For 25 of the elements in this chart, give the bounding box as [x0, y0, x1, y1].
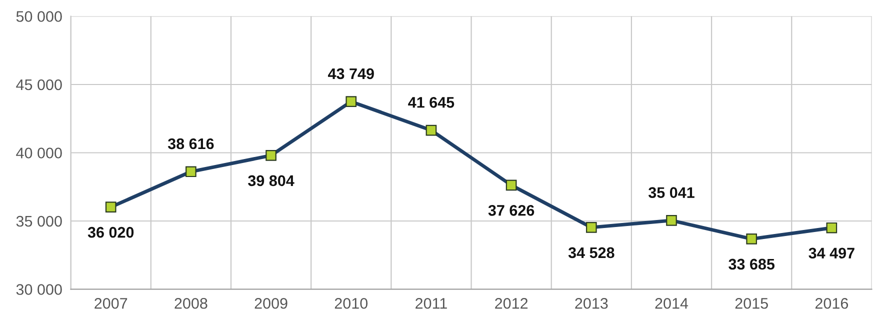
y-tick-label: 45 000: [16, 79, 62, 90]
data-label: 38 616: [168, 138, 214, 150]
y-tick-label: 40 000: [16, 148, 62, 158]
data-label: 37 626: [488, 205, 534, 216]
data-label: 43 749: [328, 68, 374, 80]
x-tick-label: 2012: [495, 298, 528, 309]
x-tick-label: 2011: [416, 298, 447, 309]
y-tick-label: 50 000: [16, 11, 62, 22]
x-tick-label: 2013: [575, 298, 608, 309]
x-tick-label: 2016: [815, 298, 848, 309]
x-tick-label: 2008: [174, 298, 208, 309]
x-tick-label: 2014: [655, 298, 688, 309]
y-tick-label: 30 000: [16, 284, 62, 295]
x-tick-label: 2007: [94, 298, 128, 309]
data-label: 39 804: [248, 175, 294, 186]
y-tick-label: 35 000: [16, 216, 62, 227]
data-label: 35 041: [648, 187, 694, 198]
x-tick-label: 2009: [254, 298, 288, 309]
data-label: 41 645: [408, 97, 454, 108]
data-label: 34 528: [568, 247, 614, 258]
data-label: 36 020: [88, 226, 134, 238]
x-tick-label: 2010: [334, 298, 368, 309]
data-label: 33 685: [728, 258, 775, 270]
data-label: 34 497: [808, 248, 854, 259]
x-tick-label: 2015: [735, 298, 768, 309]
